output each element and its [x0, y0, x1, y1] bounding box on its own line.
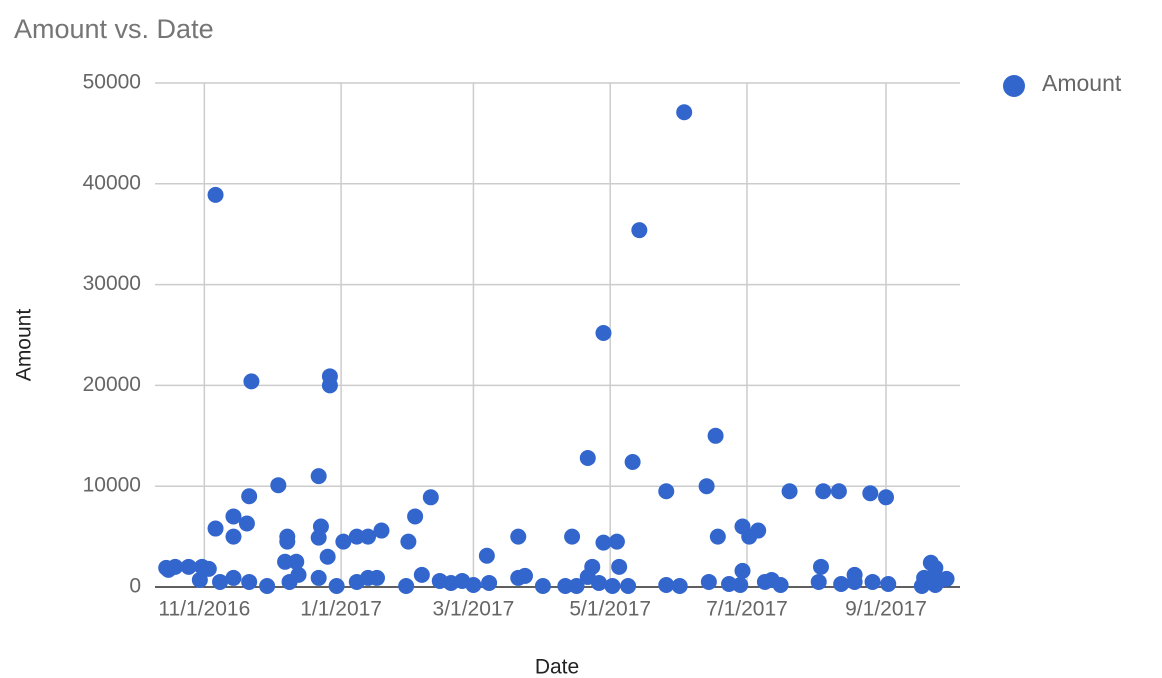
point — [478, 547, 495, 564]
x-tick-label: 11/1/2016 — [158, 598, 250, 621]
point — [225, 569, 242, 586]
point — [310, 529, 327, 546]
y-tick-label: 10000 — [83, 474, 141, 497]
x-tick-label: 7/1/2017 — [706, 598, 788, 621]
x-tick-label: 5/1/2017 — [569, 598, 651, 621]
point — [270, 477, 287, 494]
point — [191, 571, 208, 588]
point — [407, 508, 424, 525]
point — [368, 569, 385, 586]
point — [590, 574, 607, 591]
point — [328, 577, 345, 594]
point — [595, 324, 612, 341]
point — [611, 558, 628, 575]
point — [624, 454, 641, 471]
point — [212, 573, 229, 590]
point — [812, 558, 829, 575]
point — [658, 576, 675, 593]
point — [734, 562, 751, 579]
chart-title: Amount vs. Date — [14, 14, 214, 44]
point — [830, 483, 847, 500]
point — [732, 576, 749, 593]
point — [564, 528, 581, 545]
point — [310, 468, 327, 485]
point — [207, 520, 224, 537]
point — [631, 222, 648, 239]
x-tick-label: 1/1/2017 — [300, 598, 382, 621]
point — [595, 534, 612, 551]
point — [310, 569, 327, 586]
x-tick-label: 3/1/2017 — [433, 598, 515, 621]
point — [225, 508, 242, 525]
y-tick-label: 20000 — [83, 373, 141, 396]
point — [579, 449, 596, 466]
point — [279, 533, 296, 550]
point — [319, 548, 336, 565]
point — [608, 533, 625, 550]
point — [658, 483, 675, 500]
point — [281, 573, 298, 590]
point — [241, 573, 258, 590]
point — [400, 533, 417, 550]
point — [927, 576, 944, 593]
point — [225, 528, 242, 545]
point — [557, 577, 574, 594]
point — [413, 566, 430, 583]
point — [510, 528, 527, 545]
point — [671, 577, 688, 594]
point — [846, 573, 863, 590]
point — [277, 553, 294, 570]
point — [481, 574, 498, 591]
point — [700, 573, 717, 590]
point — [864, 573, 881, 590]
point — [676, 104, 693, 121]
point — [465, 576, 482, 593]
point — [180, 558, 197, 575]
point — [709, 528, 726, 545]
point — [534, 577, 551, 594]
y-tick-label: 40000 — [83, 171, 141, 194]
point — [698, 478, 715, 495]
point — [604, 577, 621, 594]
point — [620, 577, 637, 594]
point — [862, 485, 879, 502]
point — [833, 575, 850, 592]
point — [398, 577, 415, 594]
y-tick-label: 30000 — [83, 272, 141, 295]
point — [422, 489, 439, 506]
legend-marker — [1003, 75, 1025, 97]
point — [360, 528, 377, 545]
point — [815, 483, 832, 500]
point — [707, 427, 724, 444]
point — [568, 577, 585, 594]
legend-label: Amount — [1042, 70, 1122, 96]
point — [167, 558, 184, 575]
point — [200, 560, 217, 577]
point — [238, 515, 255, 532]
point — [259, 577, 276, 594]
point — [810, 573, 827, 590]
x-axis-title: Date — [535, 656, 579, 678]
point — [880, 575, 897, 592]
point — [348, 528, 365, 545]
point — [373, 522, 390, 539]
point — [288, 553, 305, 570]
point — [781, 483, 798, 500]
x-tick-label: 9/1/2017 — [845, 598, 927, 621]
y-tick-label: 0 — [129, 575, 141, 598]
y-axis-title: Amount — [13, 309, 36, 382]
point — [207, 186, 224, 203]
point — [335, 533, 352, 550]
point — [878, 489, 895, 506]
point — [750, 522, 767, 539]
y-tick-label: 50000 — [83, 71, 141, 94]
point — [772, 576, 789, 593]
point — [516, 567, 533, 584]
point — [243, 373, 260, 390]
point — [241, 488, 258, 505]
point — [321, 377, 338, 394]
